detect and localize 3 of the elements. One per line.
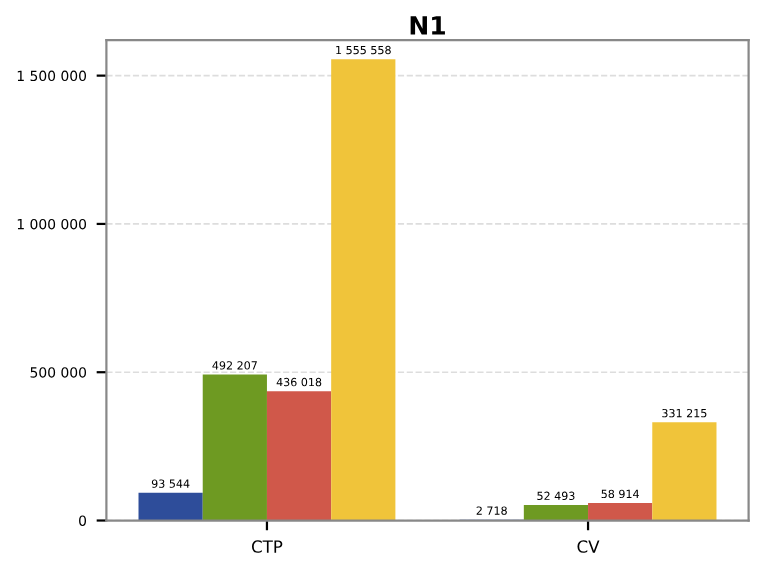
- chart-title: N1: [410, 16, 445, 35]
- x-tick-label: CTP: [251, 540, 283, 553]
- x-tick-label: CV: [577, 540, 600, 553]
